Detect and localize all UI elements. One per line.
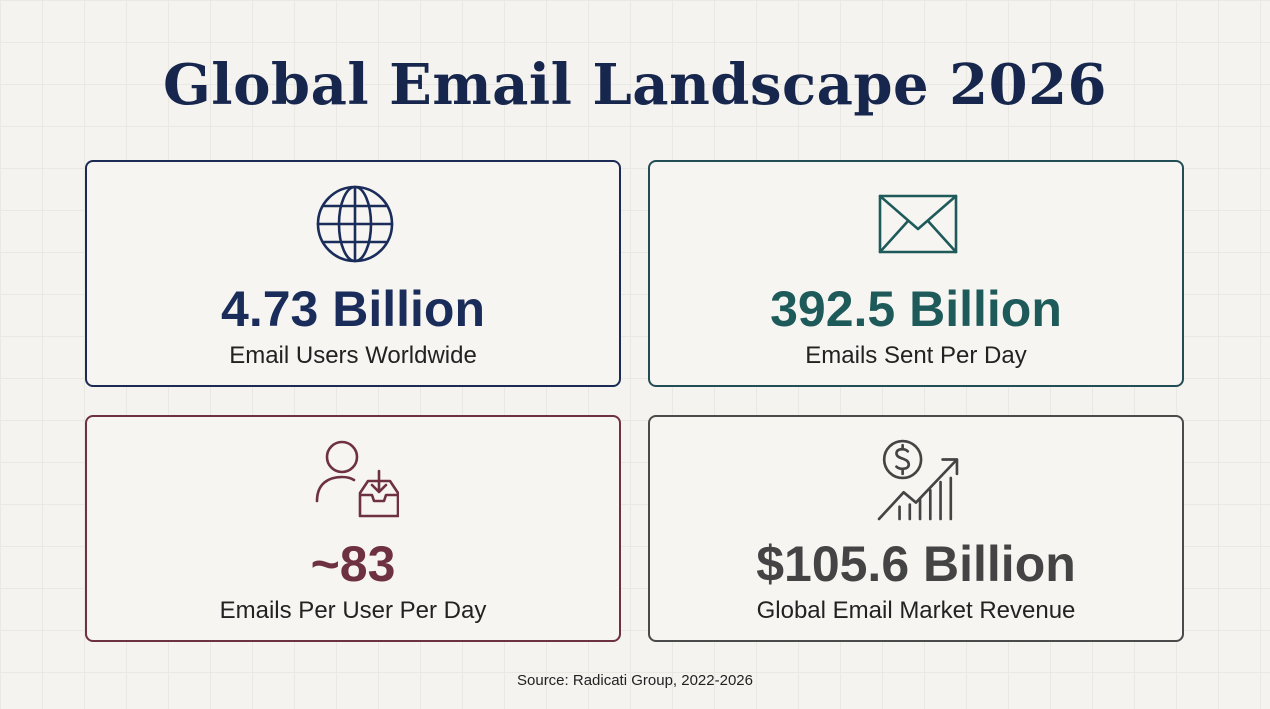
stat-label: Global Email Market Revenue — [756, 597, 1076, 624]
source-note: Source: Radicati Group, 2022-2026 — [517, 672, 753, 689]
stat-card: ~83 Emails Per User Per Day — [85, 415, 621, 642]
title: Global Email Landscape 2026 — [162, 52, 1107, 118]
stat-card: 392.5 Billion Emails Sent Per Day — [648, 160, 1184, 387]
globe-icon — [316, 185, 394, 263]
stat-value: ~83 — [310, 536, 396, 592]
stat-value: 4.73 Billion — [221, 281, 485, 337]
user-inbox-icon — [315, 440, 399, 518]
stat-label: Emails Sent Per Day — [805, 342, 1027, 369]
stat-card: $105.6 Billion Global Email Market Reven… — [648, 415, 1184, 642]
stat-value: $105.6 Billion — [756, 536, 1076, 592]
stat-label: Emails Per User Per Day — [219, 597, 487, 624]
envelope-icon — [878, 194, 958, 254]
stat-value: 392.5 Billion — [770, 281, 1062, 337]
revenue-icon — [877, 439, 959, 521]
stat-card: 4.73 Billion Email Users Worldwide — [85, 160, 621, 387]
stat-label: Email Users Worldwide — [229, 342, 477, 369]
